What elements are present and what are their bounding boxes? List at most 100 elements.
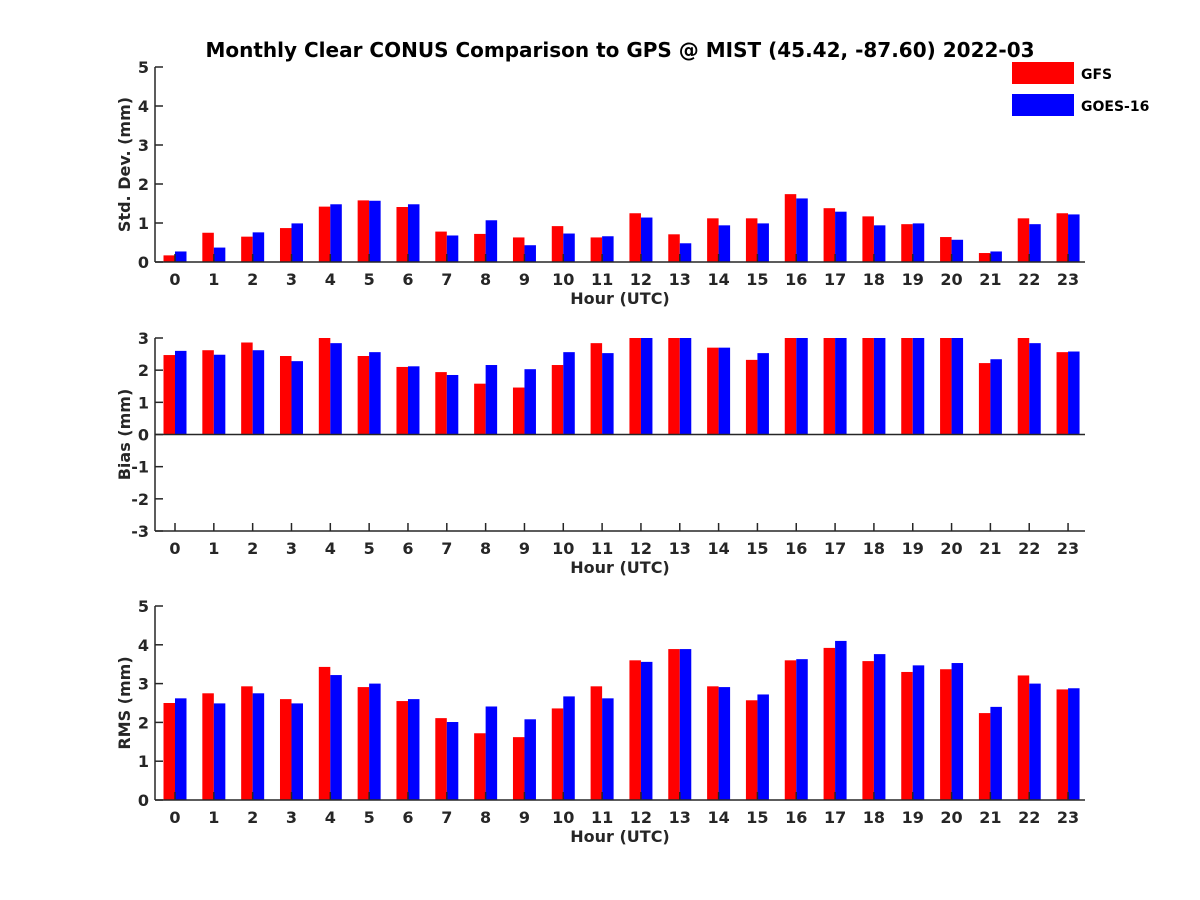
std-dev-x-tick-label: 21 <box>979 270 1001 289</box>
std-dev-bar-gfs-12 <box>629 213 641 262</box>
std-dev-bar-goes16-15 <box>757 223 769 262</box>
std-dev-bar-goes16-4 <box>330 204 342 262</box>
std-dev-bar-gfs-10 <box>551 226 564 262</box>
std-dev-bar-goes16-11 <box>602 236 614 262</box>
std-dev-x-tick-label: 2 <box>247 270 258 289</box>
std-dev-x-tick-label: 9 <box>519 270 530 289</box>
bias-bar-goes16-18 <box>873 338 886 435</box>
bias-x-tick-label: 16 <box>785 539 807 558</box>
bias-bar-goes16-4 <box>330 343 342 435</box>
rms-y-tick-label: 2 <box>138 713 149 732</box>
rms-x-tick-label: 15 <box>746 808 768 827</box>
bias-bar-goes16-14 <box>718 347 731 435</box>
bias-bar-gfs-15 <box>745 359 758 435</box>
bias-x-tick-label: 9 <box>519 539 530 558</box>
std-dev-bar-goes16-19 <box>912 223 925 262</box>
std-dev-bar-gfs-9 <box>512 237 525 262</box>
std-dev-y-tick-label: 3 <box>138 136 149 155</box>
std-dev-bar-goes16-7 <box>446 235 459 262</box>
std-dev-x-tick-label: 7 <box>441 270 452 289</box>
rms-bar-goes16-22 <box>1029 683 1041 800</box>
std-dev-bar-goes16-20 <box>951 239 964 262</box>
bias-x-tick-label: 21 <box>979 539 1001 558</box>
rms-y-tick-label: 3 <box>138 675 149 694</box>
rms-x-tick-label: 6 <box>402 808 413 827</box>
std-dev-x-tick-label: 17 <box>824 270 846 289</box>
bias-bar-gfs-9 <box>512 387 525 435</box>
bias-bar-goes16-20 <box>951 338 964 435</box>
std-dev-bar-gfs-0 <box>163 255 175 262</box>
rms-x-axis-label: Hour (UTC) <box>570 827 670 846</box>
std-dev-bar-goes16-1 <box>213 247 226 262</box>
rms-bar-gfs-10 <box>551 708 564 800</box>
bias-bar-gfs-22 <box>1017 338 1030 435</box>
rms-bar-goes16-7 <box>446 722 459 800</box>
std-dev-x-tick-label: 5 <box>364 270 375 289</box>
rms-bar-goes16-18 <box>873 654 886 800</box>
bias-bar-gfs-23 <box>1056 352 1069 435</box>
legend-label-goes16: GOES-16 <box>1081 99 1149 115</box>
rms-bar-goes16-17 <box>835 640 847 800</box>
bias-bar-gfs-0 <box>163 355 175 435</box>
bias-bar-goes16-17 <box>835 338 847 435</box>
rms-bar-gfs-2 <box>241 686 253 800</box>
bias-x-tick-label: 8 <box>480 539 491 558</box>
std-dev-bar-goes16-21 <box>990 251 1002 262</box>
rms-bar-goes16-23 <box>1068 688 1080 800</box>
std-dev-bar-gfs-13 <box>668 234 680 262</box>
bias-bar-goes16-15 <box>757 353 769 435</box>
std-dev-bar-gfs-20 <box>940 237 952 262</box>
bias-x-tick-label: 14 <box>707 539 729 558</box>
rms-bar-goes16-3 <box>291 703 303 800</box>
rms-bar-goes16-14 <box>718 687 731 800</box>
bias-bar-goes16-19 <box>912 338 925 435</box>
std-dev-x-tick-label: 23 <box>1057 270 1079 289</box>
bias-x-tick-label: 6 <box>402 539 413 558</box>
rms-y-axis-label: RMS (mm) <box>115 656 134 749</box>
rms-x-tick-label: 13 <box>669 808 691 827</box>
std-dev-bar-gfs-16 <box>784 194 797 262</box>
std-dev-x-tick-label: 16 <box>785 270 807 289</box>
bias-bar-goes16-22 <box>1029 343 1041 435</box>
bias-x-tick-label: 18 <box>863 539 885 558</box>
bias-x-tick-label: 4 <box>325 539 336 558</box>
std-dev-bar-goes16-3 <box>291 223 303 262</box>
std-dev-bar-goes16-2 <box>252 232 265 262</box>
std-dev-x-tick-label: 1 <box>208 270 219 289</box>
bias-bar-goes16-13 <box>679 338 692 435</box>
bias-bar-goes16-7 <box>446 374 459 435</box>
std-dev-x-tick-label: 8 <box>480 270 491 289</box>
rms-x-tick-label: 9 <box>519 808 530 827</box>
rms-x-tick-label: 20 <box>940 808 962 827</box>
std-dev-bar-gfs-5 <box>357 200 370 262</box>
rms-bar-gfs-4 <box>318 666 331 800</box>
std-dev-bar-gfs-11 <box>590 237 603 262</box>
std-dev-bar-gfs-21 <box>978 253 991 262</box>
bias-bar-gfs-13 <box>668 338 680 435</box>
rms-bar-goes16-1 <box>213 703 226 800</box>
std-dev-x-tick-label: 6 <box>402 270 413 289</box>
std-dev-bar-goes16-8 <box>485 220 498 262</box>
rms-bar-gfs-23 <box>1056 689 1069 800</box>
std-dev-y-tick-label: 4 <box>138 97 149 116</box>
std-dev-bar-gfs-6 <box>396 207 408 262</box>
bias-bar-gfs-17 <box>823 338 836 435</box>
std-dev-bar-gfs-17 <box>823 208 836 262</box>
std-dev-y-tick-label: 1 <box>138 214 149 233</box>
bias-y-tick-label: -1 <box>131 458 149 477</box>
bias-bar-gfs-20 <box>940 338 952 435</box>
rms-bar-gfs-19 <box>901 671 913 800</box>
bias-bar-gfs-19 <box>901 338 913 435</box>
rms-bar-goes16-19 <box>912 665 925 800</box>
rms-bar-gfs-8 <box>474 733 486 800</box>
rms-x-tick-label: 16 <box>785 808 807 827</box>
bias-bar-gfs-21 <box>978 363 991 435</box>
std-dev-x-tick-label: 20 <box>940 270 962 289</box>
rms-bar-gfs-3 <box>279 699 292 800</box>
bias-x-tick-label: 5 <box>364 539 375 558</box>
rms-bar-gfs-12 <box>629 660 641 800</box>
bias-x-tick-label: 0 <box>169 539 180 558</box>
std-dev-bar-goes16-10 <box>563 233 575 262</box>
std-dev-bar-gfs-22 <box>1017 218 1030 262</box>
